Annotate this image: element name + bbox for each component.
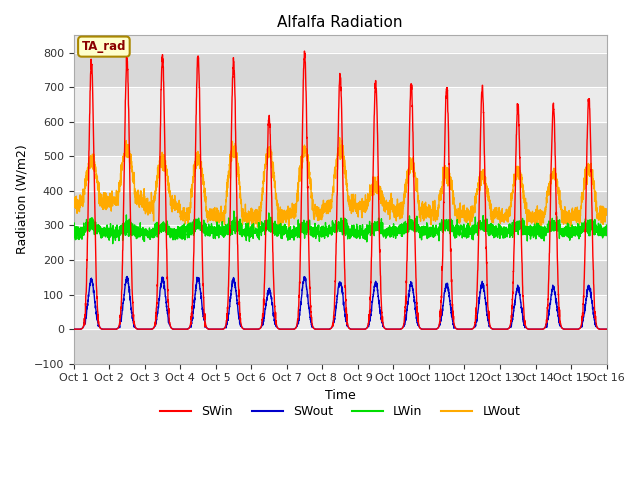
Bar	[74, 329, 607, 364]
Bar	[74, 226, 607, 260]
Text: TA_rad: TA_rad	[82, 40, 126, 53]
X-axis label: Time: Time	[324, 389, 355, 402]
Y-axis label: Radiation (W/m2): Radiation (W/m2)	[15, 144, 28, 254]
Title: Alfalfa Radiation: Alfalfa Radiation	[277, 15, 403, 30]
Bar	[74, 87, 607, 122]
Legend: SWin, SWout, LWin, LWout: SWin, SWout, LWin, LWout	[155, 400, 525, 423]
Bar	[74, 191, 607, 226]
Bar	[74, 156, 607, 191]
Bar	[74, 53, 607, 87]
Bar	[74, 122, 607, 156]
Bar	[74, 295, 607, 329]
Bar	[74, 260, 607, 295]
